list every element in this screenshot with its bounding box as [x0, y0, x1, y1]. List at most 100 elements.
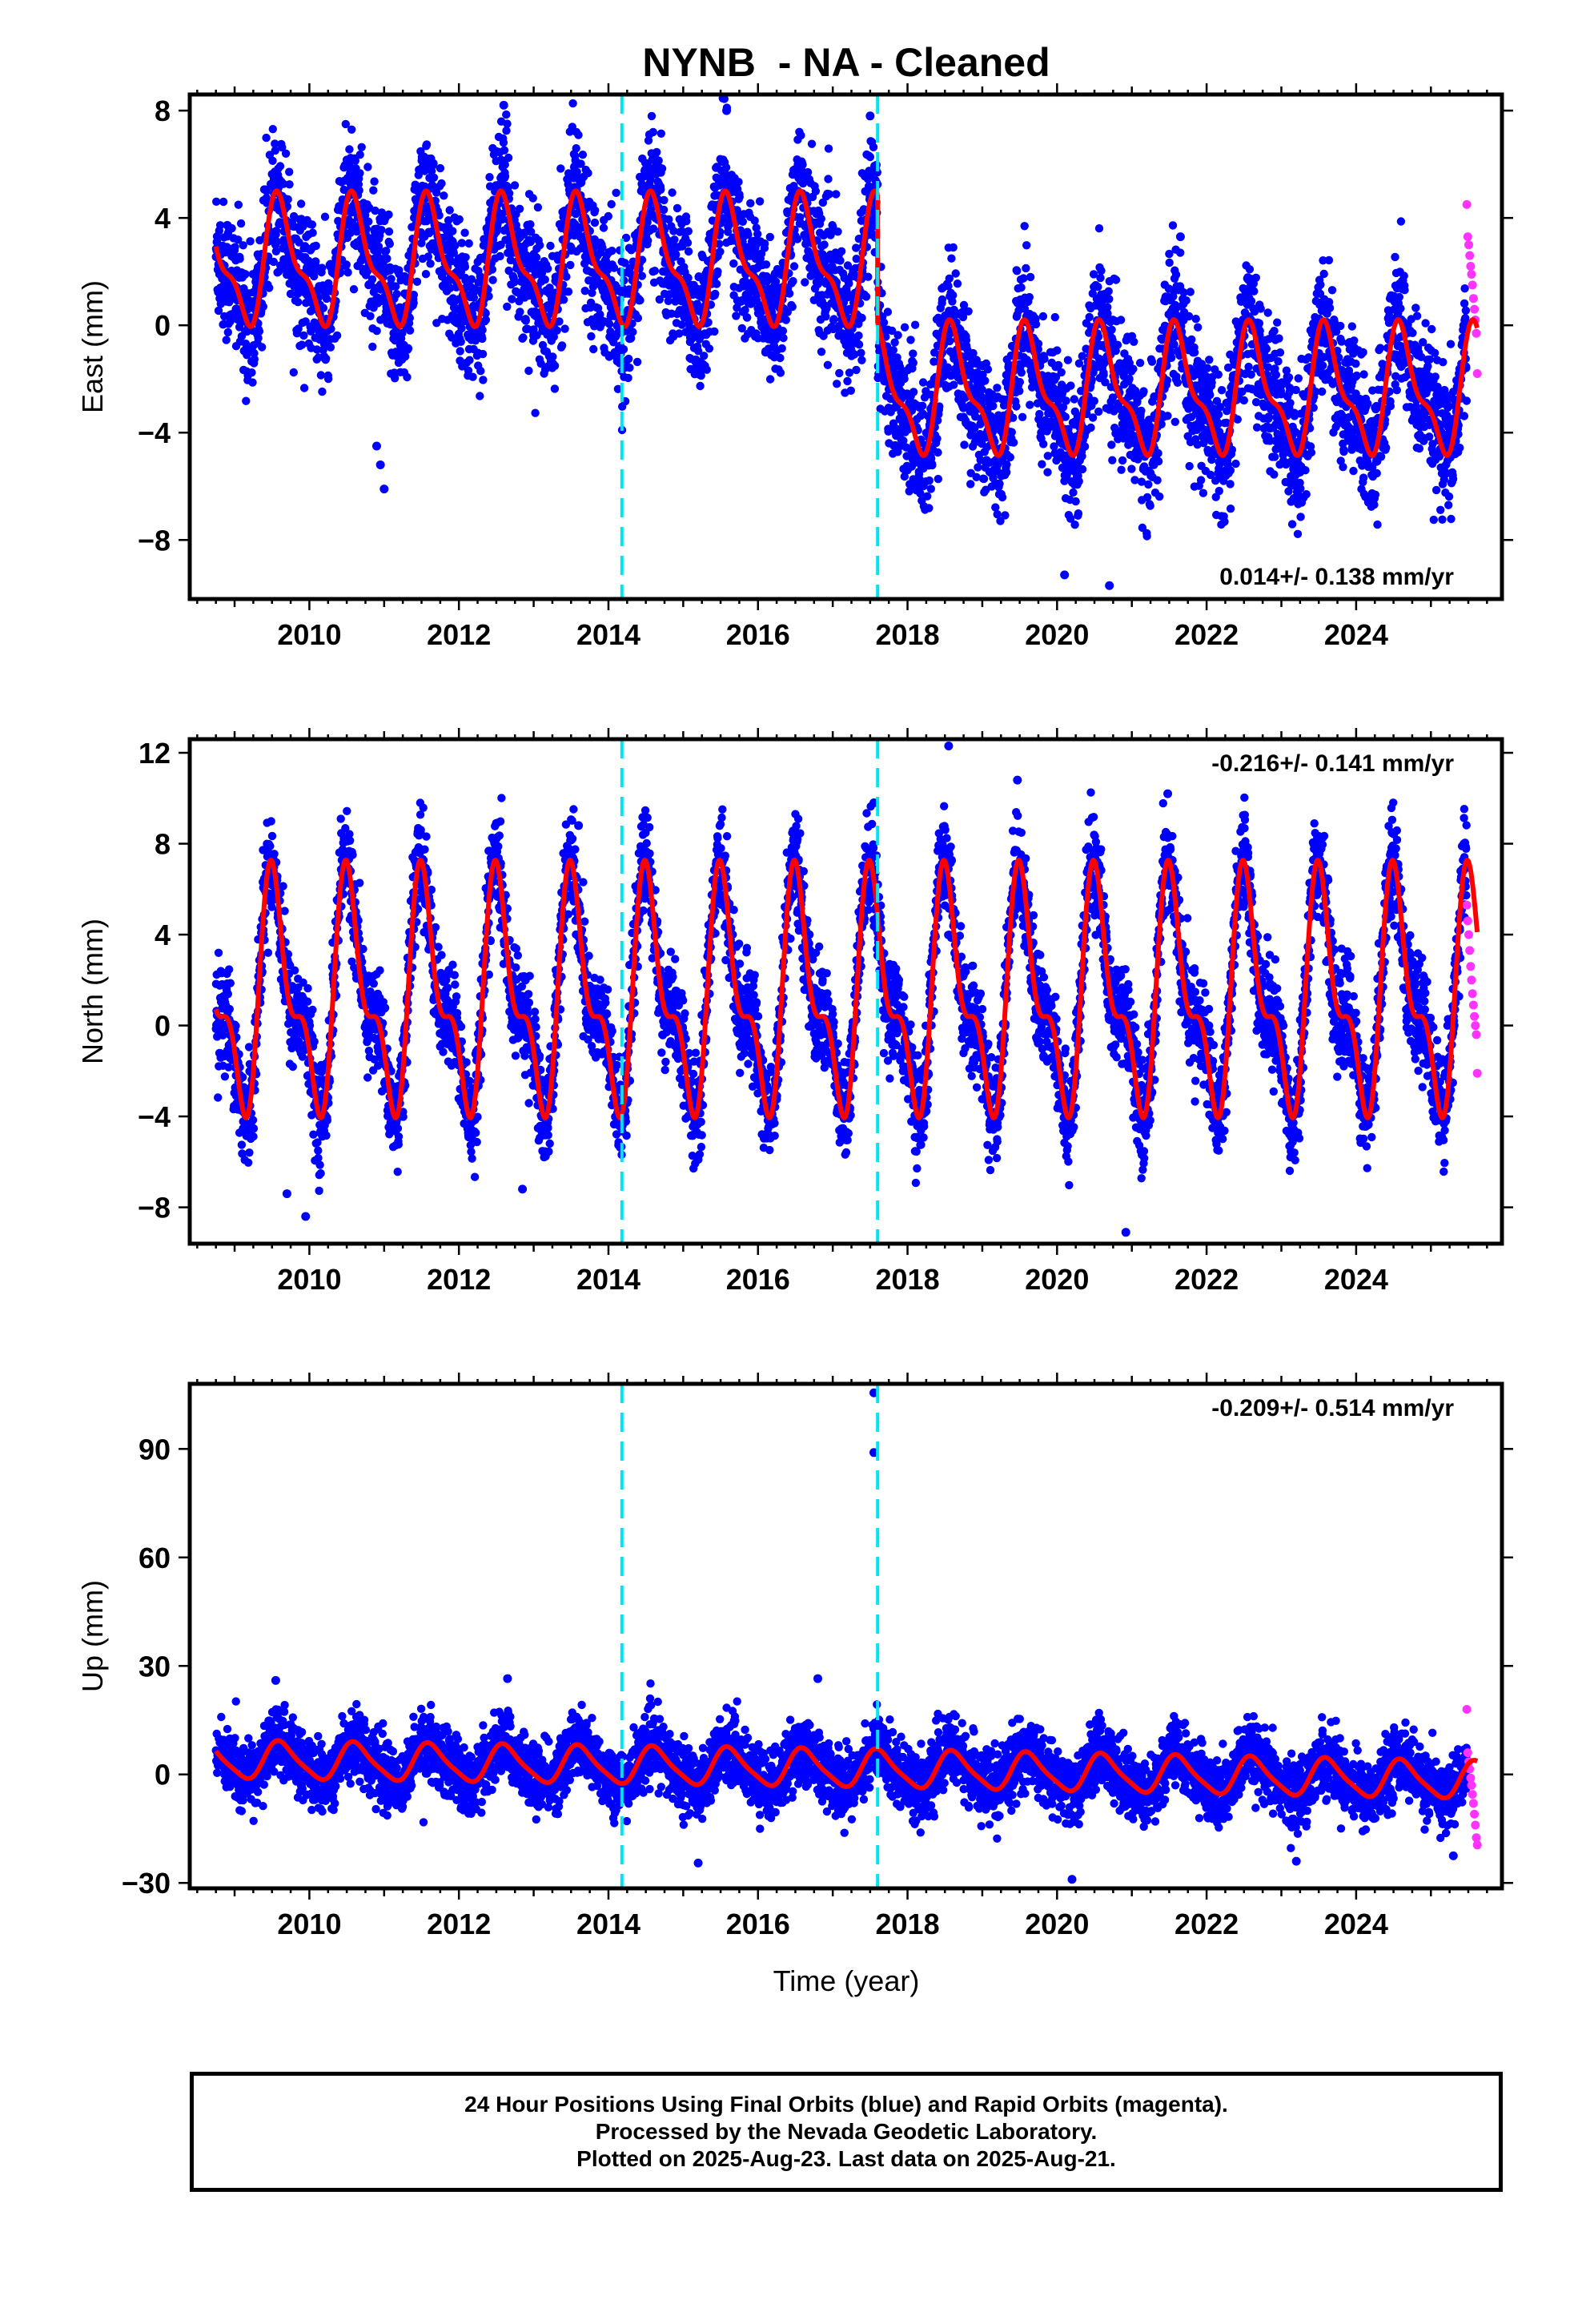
final-orbit-point — [445, 206, 454, 215]
final-orbit-point — [377, 226, 386, 235]
final-orbit-point — [1182, 296, 1191, 305]
final-orbit-point — [259, 302, 267, 312]
final-orbit-point — [750, 216, 759, 225]
final-orbit-point — [934, 448, 942, 457]
final-orbit-point — [1007, 428, 1017, 436]
final-orbit-point — [446, 283, 455, 292]
final-orbit-point — [367, 275, 377, 283]
final-orbit-point — [285, 180, 294, 189]
final-orbit-point — [589, 344, 598, 354]
final-orbit-point — [405, 326, 415, 335]
final-orbit-point — [1070, 521, 1079, 529]
final-orbit-point — [900, 323, 909, 332]
final-orbit-point — [504, 189, 514, 198]
final-orbit-point — [1239, 396, 1249, 405]
final-orbit-point — [598, 243, 607, 252]
final-orbit-point — [824, 175, 833, 183]
final-orbit-point — [349, 285, 359, 294]
final-orbit-point — [1191, 315, 1200, 324]
final-orbit-point — [1270, 452, 1279, 461]
final-orbit-point — [1097, 266, 1106, 275]
final-orbit-point — [341, 119, 350, 129]
final-orbit-point — [409, 291, 419, 300]
final-orbit-point — [964, 307, 973, 316]
final-orbit-point — [533, 203, 543, 212]
final-orbit-point — [478, 325, 487, 335]
final-orbit-point — [1038, 312, 1048, 321]
final-orbit-point — [310, 271, 319, 281]
final-orbit-point — [467, 275, 476, 283]
final-orbit-point — [696, 381, 705, 391]
final-orbit-point — [296, 199, 306, 208]
final-orbit-point — [650, 267, 660, 275]
final-orbit-point — [318, 387, 327, 396]
final-orbit-point — [1199, 489, 1208, 497]
final-orbit-point — [1107, 325, 1116, 334]
final-orbit-point — [1107, 440, 1116, 449]
final-orbit-point — [1155, 492, 1164, 501]
final-orbit-point — [989, 401, 998, 411]
final-orbit-point — [363, 163, 372, 171]
final-orbit-point — [342, 260, 351, 269]
final-orbit-point — [909, 358, 918, 368]
final-orbit-point — [900, 374, 909, 384]
final-orbit-point — [624, 354, 633, 364]
final-orbit-point — [1071, 497, 1080, 506]
final-orbit-point — [1088, 413, 1098, 422]
final-orbit-point — [1203, 364, 1212, 372]
final-orbit-point — [566, 260, 575, 270]
final-orbit-point — [488, 265, 497, 274]
final-orbit-point — [1316, 280, 1325, 289]
final-orbit-point — [536, 359, 545, 368]
final-orbit-point — [1256, 304, 1265, 313]
final-orbit-point — [836, 256, 845, 265]
final-orbit-point — [683, 239, 693, 247]
final-orbit-point — [549, 332, 558, 341]
final-orbit-point — [1220, 517, 1229, 526]
final-orbit-point — [644, 236, 652, 245]
final-orbit-point — [1012, 402, 1021, 411]
final-orbit-point — [1139, 387, 1148, 396]
final-orbit-point — [588, 288, 596, 297]
final-orbit-point — [953, 279, 962, 288]
final-orbit-point — [1185, 461, 1194, 471]
final-orbit-point — [1129, 364, 1138, 373]
final-orbit-point — [1031, 320, 1041, 329]
final-orbit-point — [254, 334, 263, 343]
final-orbit-point — [278, 143, 287, 152]
final-orbit-point — [705, 344, 714, 353]
final-orbit-point — [843, 376, 852, 386]
final-orbit-point — [657, 164, 667, 173]
final-orbit-point — [620, 259, 629, 267]
final-orbit-point — [1226, 505, 1235, 513]
final-orbit-point — [918, 378, 928, 387]
final-orbit-point — [765, 375, 775, 384]
final-orbit-point — [960, 440, 969, 449]
final-orbit-point — [429, 173, 439, 182]
final-orbit-point — [246, 237, 255, 246]
final-orbit-point — [933, 434, 942, 443]
final-orbit-point — [422, 140, 432, 149]
final-orbit-point — [619, 345, 628, 354]
final-orbit-point — [693, 347, 703, 356]
final-orbit-point — [846, 386, 856, 395]
final-orbit-point — [347, 125, 356, 134]
final-orbit-point — [890, 338, 899, 347]
final-orbit-point — [1111, 275, 1121, 284]
final-orbit-point — [677, 320, 686, 329]
final-orbit-point — [647, 111, 656, 121]
final-orbit-point — [599, 223, 608, 232]
final-orbit-point — [1144, 480, 1153, 489]
final-orbit-point — [271, 146, 279, 155]
final-orbit-point — [735, 192, 744, 202]
final-orbit-point — [1054, 360, 1063, 370]
final-orbit-point — [845, 279, 853, 288]
final-orbit-point — [1001, 511, 1010, 520]
final-orbit-point — [1069, 488, 1078, 497]
final-orbit-point — [1040, 354, 1049, 364]
final-orbit-point — [234, 235, 243, 244]
final-orbit-point — [909, 349, 917, 358]
final-orbit-point — [797, 131, 805, 140]
final-orbit-point — [576, 159, 585, 168]
final-orbit-point — [864, 272, 873, 281]
